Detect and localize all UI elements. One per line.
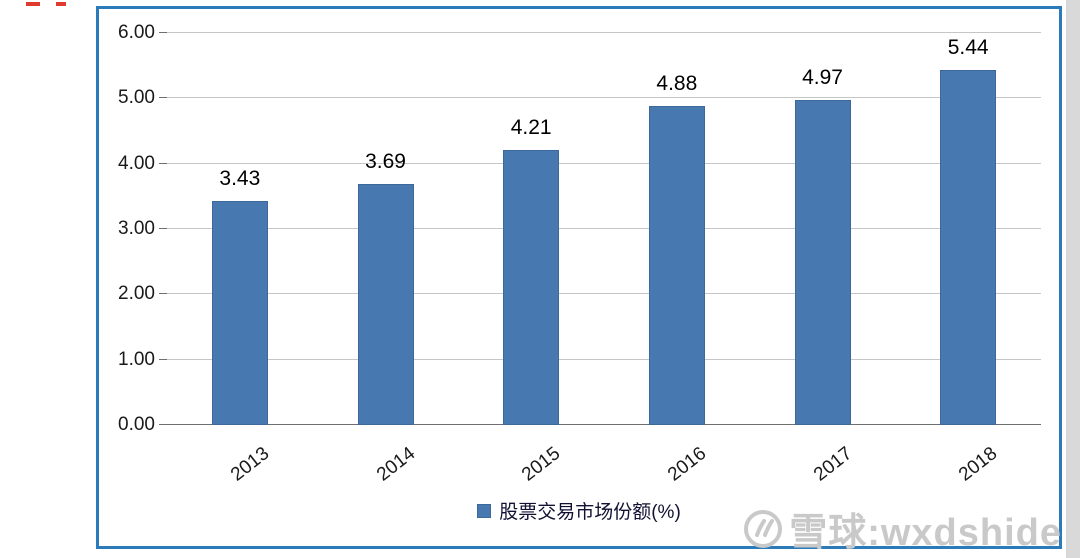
y-tick-label: 6.00 [118,22,155,43]
gridline [167,162,1041,164]
bar [357,183,414,425]
bar [503,149,560,425]
x-tick-label: 2018 [955,443,1002,486]
red-artifact-mark [26,2,40,6]
watermark: 雪球:wxdshide [743,501,1062,556]
x-tick-label: 2014 [372,443,419,486]
legend-label: 股票交易市场份额(%) [499,502,681,523]
y-tick-label: 5.00 [118,87,155,109]
gridline [167,228,1041,229]
y-tick-label: 2.00 [118,283,155,305]
y-tick-label: 3.00 [118,218,155,239]
bar-value-label: 4.97 [802,66,843,90]
bar [648,106,705,425]
x-tick-label: 2015 [518,443,565,486]
y-axis-tick [159,424,167,425]
bar-value-label: 3.69 [365,149,406,173]
gridline [167,97,1041,99]
chart-frame: 0.00 1.00 2.00 3.00 4.00 5.00 6.00 3.43 3.69 4.21… [96,6,1062,549]
bar-value-label: 5.44 [947,35,989,59]
red-artifact-mark [56,2,66,6]
y-axis-tick [159,162,167,164]
watermark-text: 雪球:wxdshide [789,512,1062,554]
legend: 股票交易市场份额(%) [99,497,1059,524]
bar-value-label: 4.21 [510,115,552,139]
x-axis-labels: 2013 2014 2015 2016 2017 2018 [167,429,1041,499]
y-tick-label: 1.00 [118,348,155,370]
screenshot-edge-strip [1066,0,1080,558]
xueqiu-logo-icon [743,509,783,549]
legend-swatch [477,503,492,518]
x-tick-label: 2013 [226,443,274,486]
gridline [167,32,1041,33]
y-tick-label: 0.00 [118,414,155,435]
bar-value-label: 3.43 [219,166,261,190]
y-axis-tick [159,97,167,99]
bar-value-label: 4.88 [656,72,698,96]
gridline [167,424,1041,425]
plot-area: 0.00 1.00 2.00 3.00 4.00 5.00 6.00 3.43 3.69 4.21… [118,22,1041,435]
bar [794,100,851,425]
y-axis-tick [159,358,167,360]
y-tick-label: 4.00 [118,152,155,174]
gridline [167,358,1041,360]
y-axis-tick [159,293,167,295]
x-tick-label: 2017 [809,443,856,486]
y-axis-tick [159,228,167,229]
bar [211,200,268,425]
gridline [167,293,1041,295]
bar [940,69,997,425]
y-axis-tick [159,32,167,33]
x-tick-label: 2016 [663,443,711,486]
